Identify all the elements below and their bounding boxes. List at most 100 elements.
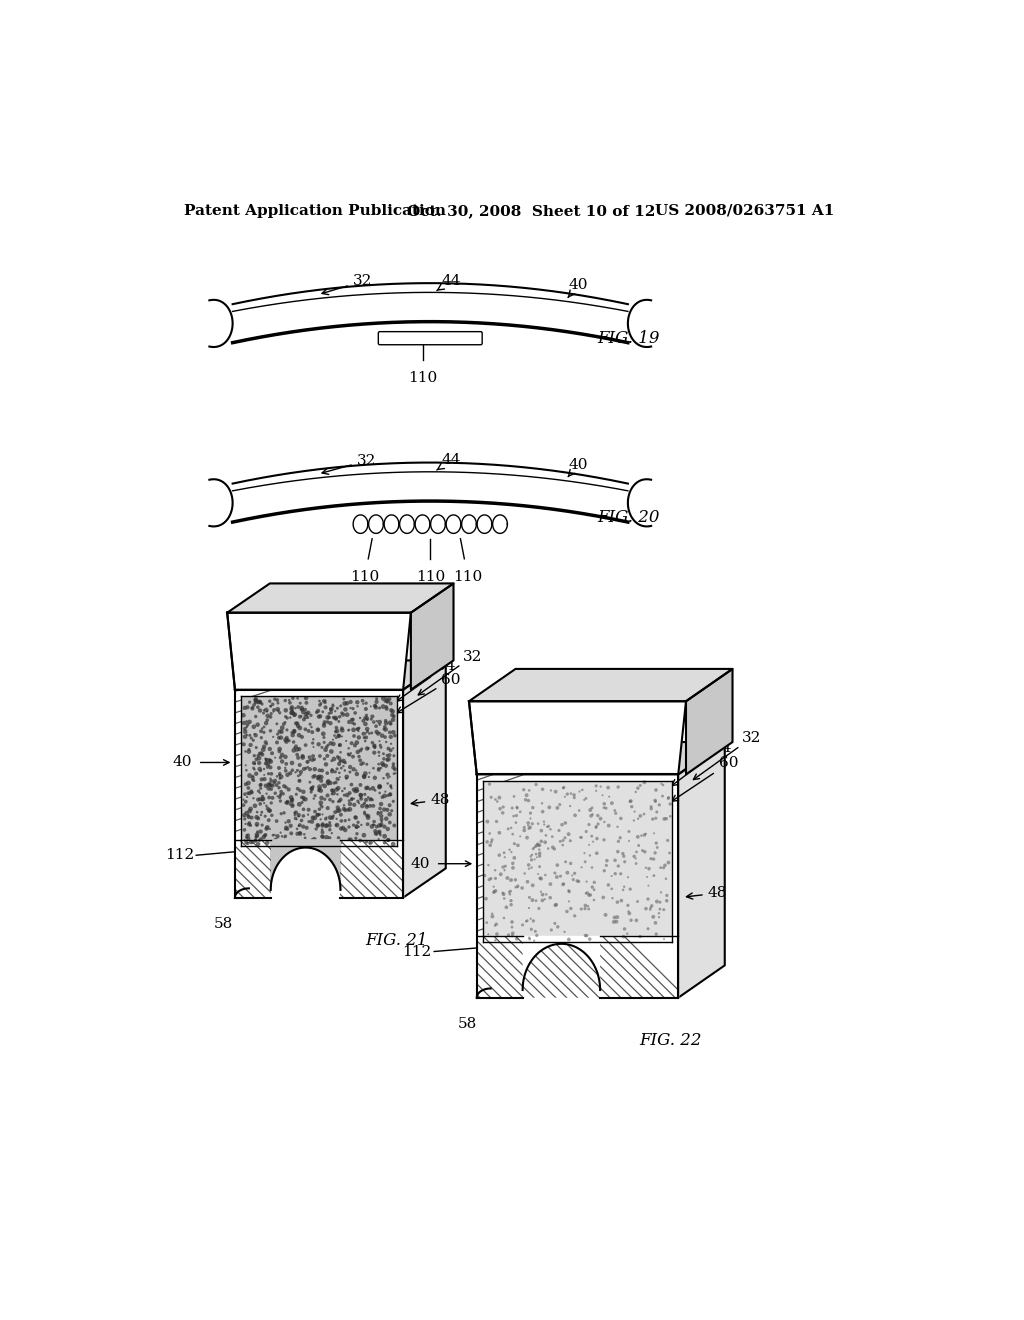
Point [630,777,646,799]
Point [298,758,314,779]
Point [294,830,310,851]
Point [351,718,368,739]
Point [598,855,614,876]
Point [250,808,266,829]
Point [384,701,400,722]
Text: 110: 110 [454,570,483,583]
Point [326,805,342,826]
Point [294,700,310,721]
Point [293,706,309,727]
Text: 110: 110 [350,570,379,583]
Point [509,797,525,818]
Point [263,771,280,792]
Point [252,743,268,764]
Point [616,919,633,940]
Point [549,866,565,887]
Point [313,833,330,854]
Point [383,733,399,754]
Point [288,697,304,718]
Point [256,722,272,743]
Point [505,857,521,878]
Point [304,810,321,832]
Point [357,730,374,751]
Point [556,921,572,942]
Point [341,719,357,741]
Point [622,903,638,924]
Point [547,895,563,916]
Point [333,810,349,832]
Text: 32: 32 [741,731,761,746]
Point [374,809,390,830]
Point [306,759,323,780]
Point [640,919,656,940]
Point [604,887,621,908]
Point [310,768,327,789]
Point [603,866,620,887]
Point [530,898,547,919]
Point [386,763,402,784]
Point [378,719,394,741]
Point [358,754,375,775]
Point [643,796,659,817]
Point [543,919,559,940]
Point [382,766,398,787]
Point [640,875,656,896]
Point [485,882,502,903]
Point [278,746,294,767]
Point [294,697,310,718]
Point [380,785,396,807]
Point [369,824,385,845]
Point [281,779,297,800]
Point [596,861,612,882]
Point [652,857,669,878]
Point [542,887,558,908]
Point [246,788,262,809]
Point [298,817,314,838]
Point [538,865,554,886]
Point [656,855,673,876]
Point [252,759,268,780]
Point [352,830,369,851]
Point [328,709,344,730]
Point [263,696,280,717]
Point [480,854,497,875]
Point [623,909,639,931]
Point [647,791,664,812]
Point [592,808,608,829]
Point [264,787,281,808]
Point [315,714,332,735]
Point [544,826,560,847]
Point [547,913,563,935]
Point [578,925,594,946]
Point [272,791,289,812]
Point [252,760,268,781]
Point [359,807,376,828]
Point [242,725,258,746]
Point [600,814,616,836]
Point [241,814,257,836]
Point [348,817,365,838]
Point [632,927,648,948]
Point [253,727,269,748]
Point [376,799,392,820]
Point [512,826,528,847]
Point [532,882,549,903]
Point [317,739,334,760]
Point [253,804,269,825]
Point [346,779,362,800]
Point [606,907,623,928]
Point [653,774,670,795]
Point [313,737,330,758]
Point [296,759,312,780]
Point [578,895,594,916]
Point [342,756,358,777]
Point [287,704,303,725]
Point [503,870,519,891]
Point [529,863,546,884]
Point [610,776,627,797]
Point [324,698,340,719]
Text: 112: 112 [402,945,432,958]
Point [367,737,383,758]
Point [347,702,364,723]
Point [632,775,648,796]
